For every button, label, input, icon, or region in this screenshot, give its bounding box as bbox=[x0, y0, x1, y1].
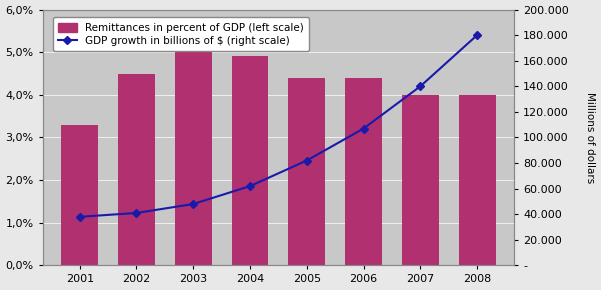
Bar bbox=[231, 57, 269, 265]
Legend: Remittances in percent of GDP (left scale), GDP growth in billions of $ (right s: Remittances in percent of GDP (left scal… bbox=[53, 17, 309, 51]
Bar bbox=[175, 52, 212, 265]
Y-axis label: Millions of dollars: Millions of dollars bbox=[585, 92, 596, 183]
Bar bbox=[61, 125, 98, 265]
Bar bbox=[118, 74, 155, 265]
Bar bbox=[288, 78, 325, 265]
Bar bbox=[402, 95, 439, 265]
Bar bbox=[459, 95, 496, 265]
Bar bbox=[345, 78, 382, 265]
